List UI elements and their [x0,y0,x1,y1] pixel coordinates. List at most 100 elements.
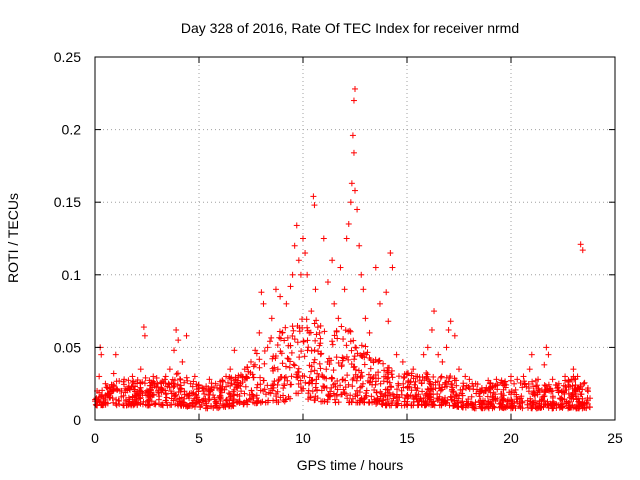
data-point [132,397,139,404]
data-point [281,382,288,389]
data-point [390,395,397,402]
chart-title: Day 328 of 2016, Rate Of TEC Index for r… [181,20,519,36]
data-point [231,386,238,393]
data-point [360,286,367,293]
data-point [295,257,302,264]
data-point [517,395,524,402]
data-point [307,394,314,401]
data-point [358,271,365,278]
data-point [354,392,361,399]
data-point [431,308,438,315]
data-point [186,402,193,409]
data-point [106,390,113,397]
data-point [558,401,565,408]
data-point [264,382,271,389]
data-point [284,377,291,384]
data-point [195,398,202,405]
data-point [251,361,258,368]
data-point [434,378,441,385]
data-point [343,235,350,242]
data-point [289,332,296,339]
data-point [544,386,551,393]
data-point [116,377,123,384]
data-point [261,360,268,367]
data-point [310,359,317,366]
data-point [403,392,410,399]
data-point [423,375,430,382]
data-point [485,404,492,411]
data-point [126,396,133,403]
data-point [404,398,411,405]
data-point [121,376,128,383]
data-point [284,334,291,341]
data-point [412,392,419,399]
data-point [377,380,384,387]
data-point [174,381,181,388]
data-point [201,390,208,397]
data-point [491,391,498,398]
data-point [285,356,292,363]
data-point [345,399,352,406]
data-point [549,405,556,412]
data-point [457,386,464,393]
data-point [331,300,338,307]
data-point [560,382,567,389]
data-point [538,387,545,394]
data-point [282,363,289,370]
data-point [141,332,148,339]
data-point [256,329,263,336]
data-point [298,348,305,355]
x-tick-labels: 0 5 10 15 20 25 [91,430,623,446]
data-point [498,390,505,397]
data-point [516,400,523,407]
data-point [270,384,277,391]
data-point [361,399,368,406]
data-point [241,390,248,397]
data-point [297,271,304,278]
data-point [312,393,319,400]
data-point [385,318,392,325]
data-point [315,348,322,355]
data-point [439,358,446,365]
data-point [277,293,284,300]
data-point [315,373,322,380]
data-point [293,374,300,381]
data-point [389,374,396,381]
data-point [565,383,572,390]
data-point [319,372,326,379]
data-point [170,390,177,397]
data-point [294,369,301,376]
data-point [555,380,562,387]
data-point [181,388,188,395]
data-point [508,373,514,380]
data-point [352,85,358,92]
data-point [203,386,210,393]
data-point [355,367,362,374]
data-point [330,390,337,397]
data-point [394,397,401,404]
data-point [261,347,268,354]
data-point [470,386,477,393]
data-point [404,370,410,377]
data-point [466,376,473,383]
data-point [257,399,264,406]
data-point [312,337,319,344]
data-point [324,358,331,365]
data-point [175,389,182,396]
data-point [98,351,105,358]
data-point [357,373,364,380]
data-point [304,324,311,331]
data-point [274,366,281,373]
data-point [562,373,569,380]
data-point [183,332,190,339]
data-point [274,381,281,388]
data-point [166,366,173,373]
data-point [368,393,375,400]
data-point [258,289,265,296]
data-point [372,381,379,388]
data-point [543,344,550,351]
data-point [309,388,316,395]
data-point [541,382,548,389]
data-point [257,387,264,394]
data-point [352,187,358,194]
